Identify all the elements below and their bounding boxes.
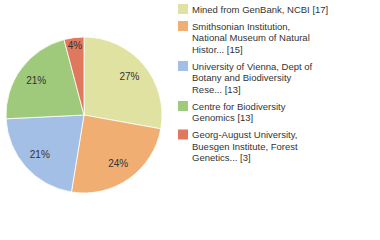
data-label: 24% <box>108 158 128 169</box>
legend-item: Smithsonian Institution,National Museum … <box>178 21 310 55</box>
legend: Mined from GenBank, NCBI [17] Smithsonian… <box>178 4 328 164</box>
legend-item: University of Vienna, Dept ofBotany and … <box>178 61 313 95</box>
data-labels: 27% 24% 21% 21% 4% <box>26 40 139 169</box>
legend-label: Mined from GenBank, NCBI [17] <box>192 4 328 15</box>
legend-label-line: Botany and Biodiversity <box>192 72 292 83</box>
data-label: 21% <box>30 149 50 160</box>
legend-swatch <box>178 21 188 31</box>
legend-swatch <box>178 101 188 111</box>
legend-label: Georg-August University,Buesgen Institut… <box>192 129 298 163</box>
legend-label-line: Mined from GenBank, NCBI [17] <box>192 4 328 15</box>
legend-item: Centre for BiodiversityGenomics [13] <box>178 101 286 124</box>
legend-label-line: Histor... [15] <box>192 44 243 55</box>
legend-label: Smithsonian Institution,National Museum … <box>192 21 310 55</box>
pie-slice <box>64 37 84 115</box>
legend-swatch <box>178 130 188 140</box>
pie-slice <box>6 115 84 192</box>
legend-label-line: University of Vienna, Dept of <box>192 61 313 72</box>
legend-label: Centre for BiodiversityGenomics [13] <box>192 101 286 124</box>
chart: 27% 24% 21% 21% 4% Mined from GenBank, NCBI [… <box>0 0 380 240</box>
legend-label-line: Buesgen Institute, Forest <box>192 141 298 152</box>
data-label: 4% <box>68 40 83 51</box>
legend-swatch <box>178 61 188 71</box>
legend-label-line: National Museum of Natural <box>192 32 310 43</box>
pie-slice <box>71 115 160 193</box>
legend-label-line: Genomics [13] <box>192 112 253 123</box>
legend-item: Georg-August University,Buesgen Institut… <box>178 129 298 163</box>
data-label: 21% <box>26 75 46 86</box>
legend-label-line: Georg-August University, <box>192 129 297 140</box>
data-label: 27% <box>119 71 139 82</box>
legend-label-line: Genetics... [3] <box>192 152 251 163</box>
legend-label: University of Vienna, Dept ofBotany and … <box>192 61 313 95</box>
legend-label-line: Centre for Biodiversity <box>192 101 286 112</box>
pie <box>6 37 162 193</box>
legend-label-line: Smithsonian Institution, <box>192 21 290 32</box>
legend-label-line: Rese... [13] <box>192 84 241 95</box>
legend-swatch <box>178 4 188 14</box>
legend-item: Mined from GenBank, NCBI [17] <box>178 4 328 15</box>
pie-slice <box>84 37 162 129</box>
